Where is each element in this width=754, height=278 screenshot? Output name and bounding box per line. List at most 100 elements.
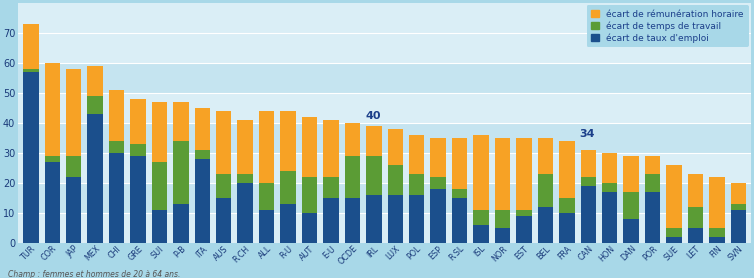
Bar	[238, 120, 253, 174]
Bar	[431, 189, 446, 243]
Bar	[152, 162, 167, 210]
Bar	[18, 63, 751, 93]
Bar	[366, 156, 382, 195]
Bar	[667, 165, 682, 228]
Bar	[216, 174, 231, 198]
Bar	[23, 69, 38, 72]
Bar	[667, 228, 682, 237]
Bar	[87, 66, 103, 96]
Bar	[559, 198, 575, 213]
Bar	[731, 204, 746, 210]
Bar	[259, 183, 274, 210]
Text: 40: 40	[365, 111, 381, 121]
Bar	[109, 153, 124, 243]
Bar	[624, 219, 639, 243]
Bar	[66, 156, 81, 177]
Bar	[259, 111, 274, 183]
Text: 34: 34	[580, 129, 595, 139]
Bar	[302, 117, 317, 177]
Bar	[688, 228, 703, 243]
Bar	[516, 210, 532, 216]
Bar	[602, 183, 618, 192]
Bar	[152, 210, 167, 243]
Bar	[624, 192, 639, 219]
Bar	[195, 108, 210, 150]
Bar	[302, 213, 317, 243]
Bar	[18, 123, 751, 153]
Bar	[130, 156, 146, 243]
Bar	[109, 90, 124, 141]
Bar	[409, 135, 425, 174]
Bar	[688, 207, 703, 228]
Bar	[366, 126, 382, 156]
Bar	[474, 225, 489, 243]
Bar	[581, 150, 596, 177]
Bar	[280, 111, 296, 171]
Bar	[18, 153, 751, 183]
Bar	[87, 96, 103, 114]
Bar	[409, 174, 425, 195]
Bar	[216, 111, 231, 174]
Bar	[581, 177, 596, 186]
Bar	[516, 138, 532, 210]
Bar	[431, 138, 446, 177]
Bar	[195, 159, 210, 243]
Bar	[23, 72, 38, 243]
Bar	[474, 210, 489, 225]
Bar	[44, 63, 60, 156]
Bar	[452, 198, 467, 243]
Bar	[710, 237, 725, 243]
Bar	[602, 192, 618, 243]
Bar	[388, 195, 403, 243]
Bar	[388, 165, 403, 195]
Bar	[602, 153, 618, 183]
Bar	[667, 237, 682, 243]
Bar	[688, 174, 703, 207]
Bar	[259, 210, 274, 243]
Bar	[195, 150, 210, 159]
Bar	[581, 186, 596, 243]
Bar	[495, 210, 510, 228]
Bar	[152, 102, 167, 162]
Bar	[431, 177, 446, 189]
Bar	[18, 213, 751, 243]
Bar	[280, 171, 296, 204]
Bar	[238, 183, 253, 243]
Bar	[538, 207, 553, 243]
Bar	[538, 174, 553, 207]
Bar	[474, 135, 489, 210]
Bar	[452, 138, 467, 189]
Bar	[18, 93, 751, 123]
Bar	[130, 144, 146, 156]
Bar	[559, 141, 575, 198]
Bar	[731, 183, 746, 204]
Bar	[345, 156, 360, 198]
Bar	[495, 138, 510, 210]
Bar	[66, 177, 81, 243]
Bar	[345, 198, 360, 243]
Bar	[173, 102, 188, 141]
Bar	[44, 162, 60, 243]
Bar	[18, 33, 751, 63]
Bar	[345, 123, 360, 156]
Bar	[409, 195, 425, 243]
Bar	[645, 156, 661, 174]
Bar	[216, 198, 231, 243]
Bar	[495, 228, 510, 243]
Bar	[516, 216, 532, 243]
Bar	[173, 204, 188, 243]
Bar	[66, 69, 81, 156]
Bar	[366, 195, 382, 243]
Bar	[18, 183, 751, 213]
Bar	[710, 177, 725, 228]
Bar	[323, 120, 339, 177]
Bar	[710, 228, 725, 237]
Bar	[173, 141, 188, 204]
Bar	[538, 138, 553, 174]
Bar	[302, 177, 317, 213]
Bar	[23, 24, 38, 69]
Bar	[87, 114, 103, 243]
Bar	[645, 174, 661, 192]
Bar	[731, 210, 746, 243]
Bar	[323, 198, 339, 243]
